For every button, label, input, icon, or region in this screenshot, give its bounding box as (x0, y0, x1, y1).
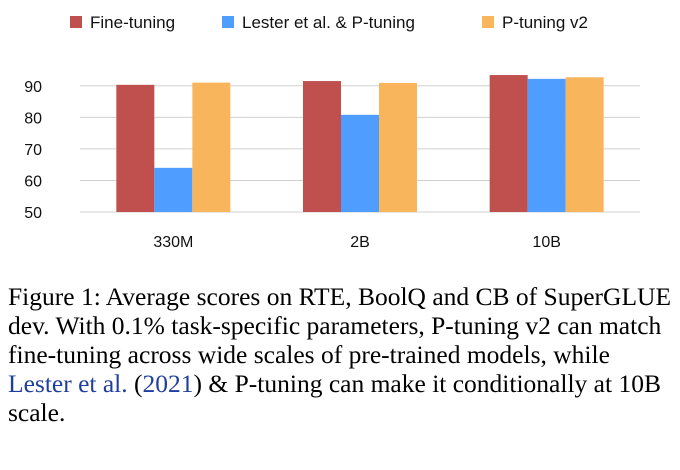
legend-label-p-tuning-v2: P-tuning v2 (502, 13, 588, 32)
x-tick-label: 330M (153, 234, 193, 251)
legend-swatch-p-tuning-v2 (482, 16, 494, 28)
y-tick-label: 50 (24, 205, 42, 222)
bar-p-tuning-v2-10b (565, 77, 604, 212)
caption-text: Average scores on RTE, BoolQ and CB of S… (8, 282, 672, 369)
legend: Fine-tuning Lester et al. & P-tuning P-tun… (70, 13, 588, 32)
legend-swatch-lester-et-al-p-tuning (222, 16, 234, 28)
y-tick-label: 70 (24, 142, 42, 159)
citation-author-link[interactable]: Lester et al. (8, 369, 128, 398)
caption-text-end: & P-tuning can make it conditionally at … (8, 369, 661, 427)
bar-p-tuning-v2-2b (379, 82, 417, 212)
bar-p-tuning-v2-330m (192, 82, 231, 212)
bars (116, 75, 604, 213)
y-tick-label: 80 (24, 110, 42, 127)
legend-swatch-fine-tuning (70, 16, 82, 28)
y-tick-label: 90 (24, 79, 42, 96)
legend-label-fine-tuning: Fine-tuning (90, 13, 175, 32)
y-tick-label: 60 (24, 173, 42, 190)
bar-fine-tuning-2b (303, 81, 341, 213)
bar-lester-et-al-p-tuning-10b (527, 78, 566, 212)
legend-label-lester-et-al-p-tuning: Lester et al. & P-tuning (242, 13, 415, 32)
citation-close-paren: ) (193, 369, 203, 398)
y-axis: 50 60 70 80 90 (24, 79, 42, 222)
bar-lester-et-al-p-tuning-2b (341, 114, 379, 212)
bar-fine-tuning-330m (116, 84, 155, 212)
citation-open-paren: ( (134, 369, 143, 398)
bar-fine-tuning-10b (489, 75, 528, 212)
bar-chart: Fine-tuning Lester et al. & P-tuning P-tun… (24, 13, 640, 251)
bar-lester-et-al-p-tuning-330m (154, 167, 193, 212)
x-tick-label: 2B (350, 234, 370, 251)
caption-label: Figure 1: (8, 282, 101, 311)
x-axis: 330M 2B 10B (153, 234, 561, 251)
figure-caption: Figure 1: Average scores on RTE, BoolQ a… (8, 282, 672, 427)
citation-year-link[interactable]: 2021 (142, 369, 194, 398)
x-tick-label: 10B (532, 234, 560, 251)
